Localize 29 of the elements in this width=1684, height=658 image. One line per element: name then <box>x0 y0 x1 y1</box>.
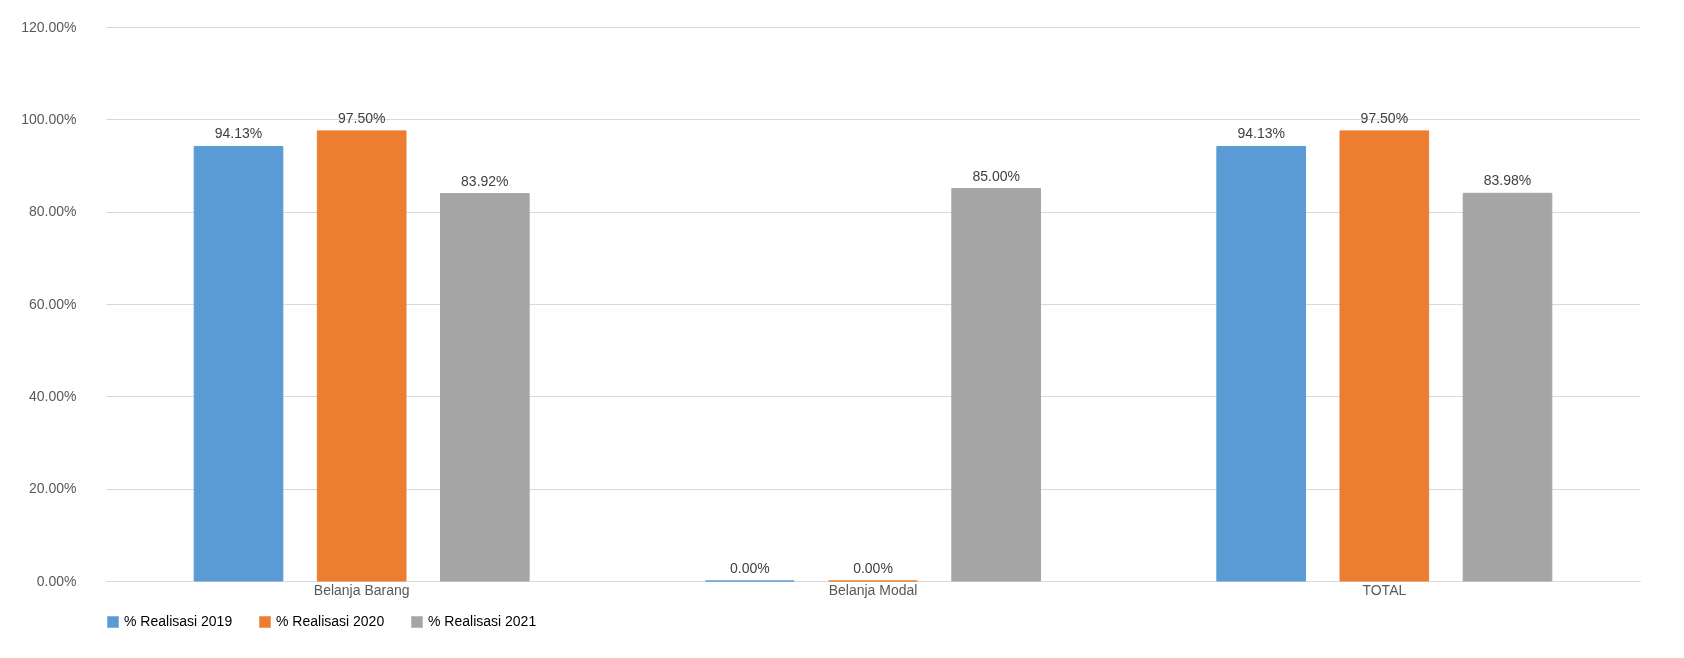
data-label: 83.92% <box>461 172 509 189</box>
x-tick-label: Belanja Modal <box>828 581 918 598</box>
bar <box>1216 145 1307 582</box>
y-tick-label: 60.00% <box>29 295 77 312</box>
y-tick-label: 20.00% <box>29 480 77 497</box>
y-tick-label: 100.00% <box>21 110 77 127</box>
x-tick-label: Belanja Barang <box>313 581 410 598</box>
bar <box>193 145 284 582</box>
bar <box>316 130 407 582</box>
data-label: 85.00% <box>972 167 1020 184</box>
bar <box>951 188 1041 582</box>
data-label: 97.50% <box>1360 109 1409 126</box>
data-label: 83.98% <box>1483 172 1532 189</box>
y-tick-label: 120.00% <box>21 18 77 35</box>
legend-label: % Realisasi 2020 <box>276 613 385 629</box>
legend-label: % Realisasi 2021 <box>428 613 537 629</box>
y-tick-label: 40.00% <box>29 387 77 404</box>
x-tick-label: TOTAL <box>1362 581 1407 598</box>
y-tick-label: 80.00% <box>29 203 77 220</box>
data-label: 0.00% <box>853 560 893 576</box>
data-label: 97.50% <box>337 109 386 126</box>
data-label: 0.00% <box>730 560 770 576</box>
bar <box>1339 130 1430 582</box>
data-label: 94.13% <box>214 125 263 142</box>
bar <box>1462 192 1553 582</box>
y-tick-label: 0.00% <box>36 572 77 589</box>
bar <box>439 193 530 582</box>
data-label: 94.13% <box>1237 125 1285 142</box>
legend-label: % Realisasi 2019 <box>124 613 233 629</box>
